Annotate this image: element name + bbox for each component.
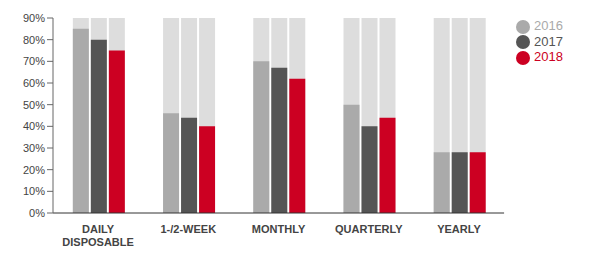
svg-text:80%: 80% [23, 34, 45, 46]
svg-text:1-/2-WEEK: 1-/2-WEEK [161, 223, 217, 235]
svg-text:YEARLY: YEARLY [437, 223, 481, 235]
svg-text:30%: 30% [23, 142, 45, 154]
svg-text:20%: 20% [23, 164, 45, 176]
svg-text:QUARTERLY: QUARTERLY [335, 223, 403, 235]
svg-text:MONTHLY: MONTHLY [252, 223, 306, 235]
svg-text:0%: 0% [29, 207, 45, 219]
svg-text:60%: 60% [23, 77, 45, 89]
html-text:2017: 2017 [534, 33, 563, 49]
svg-text:DAILYDISPOSABLE: DAILYDISPOSABLE [62, 223, 134, 248]
svg-text:50%: 50% [23, 99, 45, 111]
html-text:2016: 2016 [534, 18, 563, 33]
svg-text:10%: 10% [23, 185, 45, 197]
svg-text:70%: 70% [23, 55, 45, 67]
svg-text:40%: 40% [23, 120, 45, 132]
html-text:2018: 2018 [534, 49, 563, 65]
svg-text:90%: 90% [23, 12, 45, 24]
